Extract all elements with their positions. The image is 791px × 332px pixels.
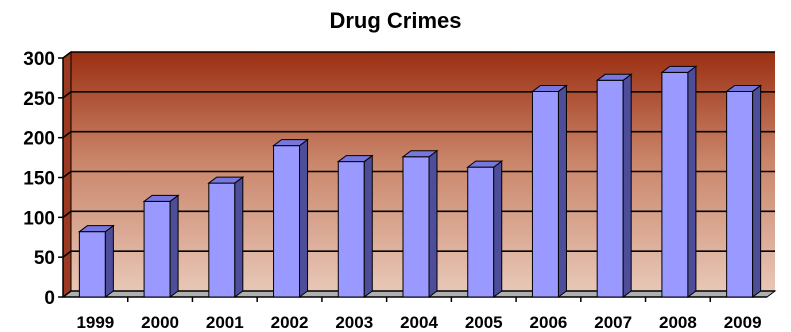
bar-1999	[77, 224, 115, 298]
y-tick-label-300: 300	[23, 49, 55, 70]
x-tick-label-2008: 2008	[659, 313, 697, 332]
bar-top-2007	[595, 73, 633, 81]
bar-front-2003	[337, 161, 365, 298]
bar-top-2008	[660, 65, 698, 73]
bar-2001	[207, 176, 245, 298]
bar-2006	[530, 84, 568, 298]
bar-top-2001	[207, 176, 245, 184]
x-tick-label-2009: 2009	[724, 313, 762, 332]
y-tick-label-0: 0	[44, 288, 55, 309]
bar-front-2001	[208, 182, 236, 298]
bar-front-2002	[273, 145, 301, 298]
bar-front-2009	[726, 90, 754, 298]
x-tick-label-2000: 2000	[141, 313, 179, 332]
bar-front-2000	[143, 200, 171, 298]
bar-2004	[401, 149, 439, 298]
x-tick-label-2006: 2006	[530, 313, 568, 332]
y-tick-label-100: 100	[23, 208, 55, 229]
bar-2005	[466, 160, 504, 298]
y-tick-label-200: 200	[23, 129, 55, 150]
gridline-300	[62, 51, 775, 59]
bar-side-2004	[428, 149, 438, 298]
bar-top-2009	[725, 84, 763, 92]
x-tick-label-2005: 2005	[465, 313, 503, 332]
y-tick-label-150: 150	[23, 169, 55, 190]
y-tick-label-50: 50	[34, 248, 55, 269]
bar-side-2009	[752, 84, 762, 298]
bar-2003	[336, 154, 374, 298]
bar-2007	[595, 73, 633, 298]
bar-side-2007	[622, 73, 632, 298]
bar-side-2000	[169, 194, 179, 298]
y-tick-label-250: 250	[23, 89, 55, 110]
bar-front-1999	[78, 231, 106, 298]
bar-side-2001	[234, 176, 244, 298]
bar-top-2004	[401, 150, 439, 158]
x-tick-label-2002: 2002	[271, 313, 309, 332]
bar-side-2006	[557, 84, 567, 298]
bar-front-2006	[531, 90, 559, 298]
bar-side-2002	[299, 138, 309, 298]
x-tick-label-1999: 1999	[76, 313, 114, 332]
x-tick-label-2007: 2007	[594, 313, 632, 332]
bar-side-2003	[363, 154, 373, 298]
bar-front-2007	[596, 79, 624, 298]
x-tick-label-2003: 2003	[335, 313, 373, 332]
bar-side-2008	[687, 65, 697, 298]
bar-side-1999	[104, 224, 114, 298]
chart-title: Drug Crimes	[329, 8, 462, 33]
x-tick-label-2004: 2004	[400, 313, 438, 332]
bar-front-2008	[661, 71, 689, 298]
bar-top-2003	[336, 155, 374, 163]
bar-top-2005	[466, 160, 504, 168]
bar-top-2002	[272, 139, 310, 147]
bar-top-1999	[77, 225, 115, 233]
bar-2009	[725, 84, 763, 298]
bar-front-2004	[402, 156, 430, 298]
bar-top-2000	[142, 194, 180, 202]
x-tick-label-2001: 2001	[206, 313, 244, 332]
bar-top-2006	[530, 84, 568, 92]
bar-2000	[142, 194, 180, 298]
bar-2002	[272, 138, 310, 298]
bar-side-2005	[493, 160, 503, 298]
bar-2008	[660, 65, 698, 298]
bar-front-2005	[467, 166, 495, 298]
